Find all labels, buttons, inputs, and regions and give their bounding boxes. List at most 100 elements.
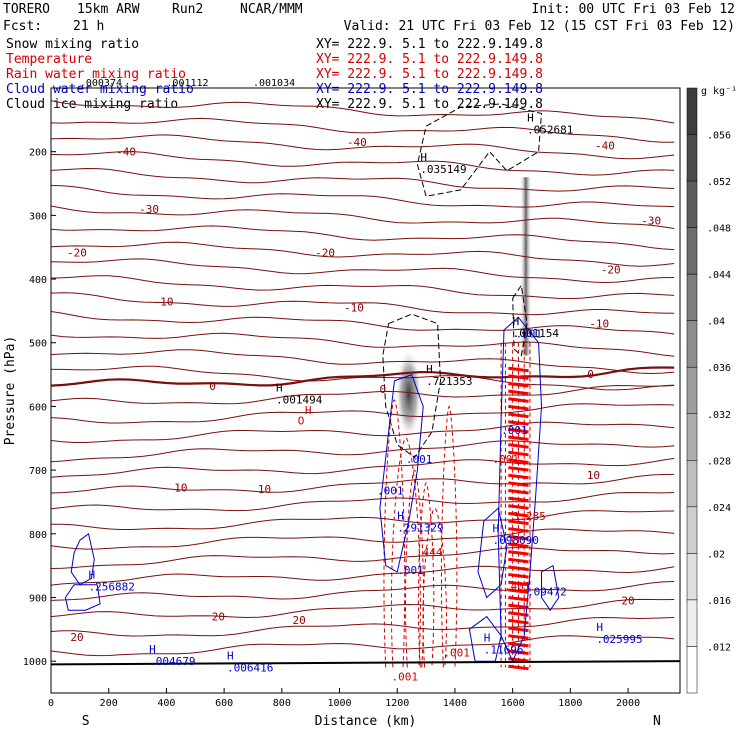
- field-name: Cloud ice mixing ratio: [6, 97, 178, 112]
- max-value: .11696: [484, 644, 524, 657]
- colorbar-swatch: [686, 599, 698, 647]
- temperature-label: 10: [174, 481, 187, 494]
- temperature-contour: [51, 547, 675, 569]
- plot-content: -40 -40 -40 -30 -30 -20 -20 -20 -10 -10 -10 0 0 0 10 10…: [51, 100, 680, 683]
- max-value: .025995: [596, 633, 642, 646]
- contour-label: H: [305, 404, 312, 417]
- max-marker: H: [276, 381, 283, 394]
- temperature-label: 20: [621, 595, 634, 608]
- colorbar-tick: .04: [707, 317, 725, 328]
- valid-time: Valid: 21 UTC Fri 03 Feb 12 (15 CST Fri …: [344, 19, 735, 34]
- y-tick-label: 900: [29, 593, 47, 604]
- rain-water-contour: [422, 507, 447, 668]
- freezing-level-contour: [51, 366, 675, 387]
- field-name: Rain water mixing ratio: [6, 67, 186, 82]
- cloud-water-contour: [541, 564, 560, 612]
- temperature-contour: [51, 565, 675, 586]
- x-end-left: S: [82, 714, 90, 729]
- max-marker: H: [596, 621, 603, 634]
- x-tick-label: 600: [215, 698, 233, 709]
- temperature-contour: [51, 491, 675, 512]
- fcst-label: Fcst:: [3, 19, 42, 34]
- x-tick-label: 1200: [385, 698, 409, 709]
- max-marker: H: [513, 315, 520, 328]
- temperature-contour: [51, 117, 675, 143]
- colorbar-swatch: [686, 273, 698, 321]
- temperature-contour: [51, 384, 675, 405]
- max-value: .291329: [397, 521, 443, 534]
- temperature-label: -30: [641, 214, 661, 227]
- contour-label: 3.285: [513, 510, 546, 523]
- colorbar-tick: .02: [707, 549, 725, 560]
- terrain-surface: [51, 660, 680, 666]
- x-tick-label: 800: [273, 698, 291, 709]
- contour-label: .001: [397, 564, 424, 577]
- max-marker: H: [426, 363, 433, 376]
- max-marker: H: [149, 643, 156, 656]
- colorbar-tick: .056: [707, 131, 731, 142]
- resolution-label: 15km ARW: [77, 2, 140, 17]
- colorbar-swatch: [686, 180, 698, 228]
- cloud-water-contour: [379, 373, 424, 573]
- temperature-label: -40: [595, 139, 615, 152]
- colorbar-swatch: [686, 460, 698, 508]
- rain-water-contour: [390, 437, 421, 668]
- contour-label: .09472: [527, 586, 567, 599]
- rain-dense-band: [508, 443, 529, 449]
- rain-water-contour: [440, 405, 458, 668]
- temperature-label: -20: [67, 246, 87, 259]
- temperature-label: 0: [379, 383, 386, 396]
- contour-label: .001: [501, 424, 528, 437]
- colorbar-swatch: [686, 413, 698, 461]
- x-tick-label: 400: [157, 698, 175, 709]
- temperature-label: 0: [209, 380, 216, 393]
- field-xy: XY= 222.9. 5.1 to 222.9.149.8: [316, 37, 543, 52]
- cloud-ice-contour: [416, 103, 543, 197]
- contour-label: .001: [516, 328, 543, 341]
- field-xy: XY= 222.9. 5.1 to 222.9.149.8: [316, 82, 543, 97]
- temperature-contour: [51, 241, 675, 267]
- temperature-contour: [51, 167, 675, 192]
- max-value: .006416: [227, 661, 273, 674]
- temperature-contour: [51, 421, 675, 443]
- colorbar-tick: .012: [707, 642, 731, 653]
- colorbar-tick: .032: [707, 410, 731, 421]
- colorbar: .056 .052 .048 .044 .04 .036 .032 .028 .024 .02 .0…: [686, 86, 737, 694]
- temperature-label: 20: [293, 614, 306, 627]
- temperature-contour: [51, 616, 675, 637]
- colorbar-tick: .052: [707, 177, 731, 188]
- temperature-contour: [51, 151, 675, 176]
- temperature-contour: [51, 473, 675, 494]
- temperature-contour: [51, 403, 675, 424]
- colorbar-swatch: [686, 553, 698, 601]
- temperature-label: -40: [347, 136, 367, 149]
- temperature-label: -10: [589, 318, 609, 331]
- temperature-contour: [51, 581, 675, 601]
- x-tick-label: 1000: [327, 698, 351, 709]
- max-marker: H: [89, 569, 96, 582]
- field-xy: XY= 222.9. 5.1 to 222.9.149.8: [316, 97, 543, 112]
- colorbar-units: g kg⁻¹: [701, 86, 737, 97]
- y-axis-title: Pressure (hPa): [3, 336, 18, 446]
- max-marker: H: [484, 632, 491, 645]
- cloud-water-contour: [497, 316, 543, 663]
- colorbar-swatch: [686, 506, 698, 554]
- temperature-contour: [51, 100, 675, 124]
- temperature-contour: [51, 185, 675, 208]
- ice-shading-column: [519, 177, 532, 356]
- temperature-contour: [51, 365, 675, 391]
- field-legend: Snow mixing ratio XY= 222.9. 5.1 to 222.9…: [6, 37, 543, 112]
- rain-dense-band: [508, 374, 529, 380]
- cloud-water-contour: [468, 615, 502, 662]
- temperature-label: -30: [139, 203, 159, 216]
- rain-dense-band: [508, 527, 529, 533]
- contour-label: .001: [377, 484, 404, 497]
- y-tick-label: 200: [29, 148, 47, 159]
- field-name: Snow mixing ratio: [6, 37, 139, 52]
- rain-dense-band: [508, 519, 529, 526]
- rain-dense-band: [508, 450, 529, 457]
- rain-water-contour: [417, 482, 435, 668]
- max-value: .001494: [276, 393, 323, 406]
- fcst-hours: 21 h: [73, 19, 104, 34]
